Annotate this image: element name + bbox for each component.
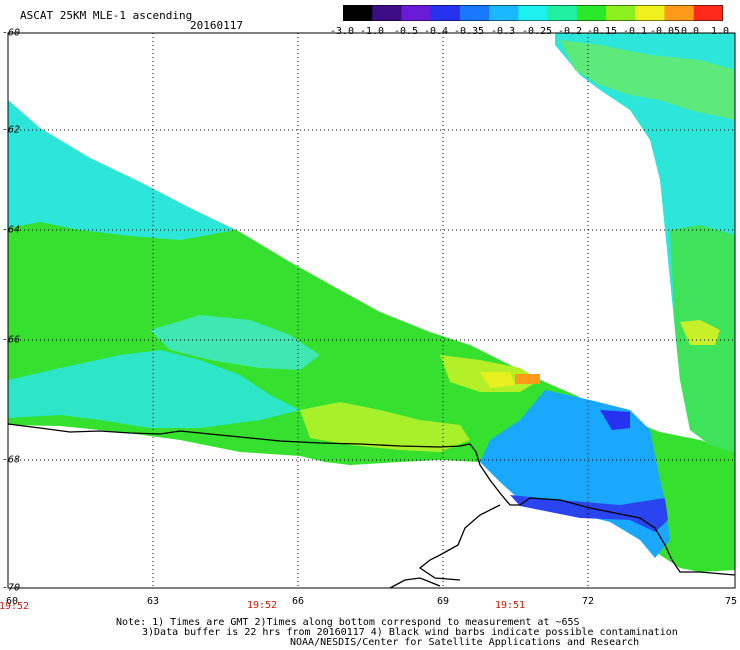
colorbar-label: -0.3 — [490, 26, 516, 37]
x-tick-label: 69 — [436, 596, 450, 607]
note-line-2: 3)Data buffer is 22 hrs from 20160117 4)… — [142, 627, 678, 638]
y-tick-label: -68 — [2, 454, 21, 466]
coastline — [7, 423, 736, 576]
colorbar-swatch — [518, 5, 549, 21]
yellow-patch — [480, 372, 515, 388]
colorbar-swatch — [664, 5, 695, 21]
right-swath-green — [560, 40, 735, 120]
colorbar-labels: -3.0 -1.0 -0.5 -0.4 -0.35 -0.3 -0.25 -0.2 -0.15-… — [330, 26, 740, 38]
colorbar-swatch — [430, 5, 461, 21]
cyan-area-mid-left — [8, 350, 300, 428]
map-title: ASCAT 25KM MLE-1 ascending — [20, 9, 193, 22]
x-tick-label: 60 — [5, 596, 19, 607]
blue-deep-area — [600, 410, 630, 430]
x-tick-label: 63 — [146, 596, 160, 607]
colorbar-swatch — [693, 5, 723, 21]
colorbar-swatch — [606, 5, 636, 21]
colorbar-swatch — [576, 5, 607, 21]
orange-patch — [515, 374, 540, 384]
colorbar-label: 1.0 — [710, 26, 730, 37]
time-label: 19:52 — [246, 600, 278, 611]
colorbar-swatch — [489, 5, 519, 21]
colorbar-swatch — [401, 5, 432, 21]
colorbar — [343, 5, 723, 21]
colorbar-swatch — [547, 5, 578, 21]
colorbar-label: -0.2 — [557, 26, 583, 37]
colorbar-label: -0.15 — [586, 26, 618, 37]
colorbar-swatch — [372, 5, 402, 21]
coastline-inland-1 — [418, 504, 501, 581]
time-label: 19:51 — [494, 600, 526, 611]
coastline-inland-2 — [389, 577, 441, 589]
colorbar-label: -0.1 — [622, 26, 648, 37]
y-tick-label: -62 — [2, 124, 21, 136]
colorbar-swatch — [343, 5, 373, 21]
x-tick-label: 75 — [724, 596, 738, 607]
cyan-area-upper-left — [8, 100, 235, 240]
colorbar-swatch — [459, 5, 490, 21]
gridlines — [8, 33, 735, 588]
x-tick-label: 72 — [581, 596, 595, 607]
blue-deep-area-2 — [510, 495, 668, 532]
colorbar-label: -1.0 — [359, 26, 385, 37]
colorbar-label: -3.0 — [329, 26, 355, 37]
y-tick-label: -66 — [2, 334, 21, 346]
colorbar-label: -0.4 — [423, 26, 449, 37]
map-date: 20160117 — [190, 19, 243, 32]
colorbar-swatch — [635, 5, 666, 21]
y-tick-label: -70 — [2, 582, 21, 594]
colorbar-label: -0.05 — [649, 26, 681, 37]
plot-frame — [7, 32, 736, 589]
note-line-1: Note: 1) Times are GMT 2)Times along bot… — [116, 617, 580, 628]
time-label: 19:52 — [0, 601, 30, 612]
colorbar-label: -0.35 — [453, 26, 485, 37]
cyan-area-right — [650, 430, 735, 525]
colorbar-label: -0.5 — [393, 26, 419, 37]
cyan-area-mid — [150, 315, 320, 370]
right-swath-yellow — [680, 320, 720, 345]
x-tick-label: 66 — [291, 596, 305, 607]
y-tick-label: -64 — [2, 224, 21, 236]
yellow-green-patch — [300, 402, 470, 452]
colorbar-label: -0.25 — [521, 26, 553, 37]
note-line-3: NOAA/NESDIS/Center for Satellite Applica… — [290, 637, 640, 648]
y-tick-label: -60 — [2, 27, 21, 39]
colorbar-label: 0.0 — [680, 26, 700, 37]
